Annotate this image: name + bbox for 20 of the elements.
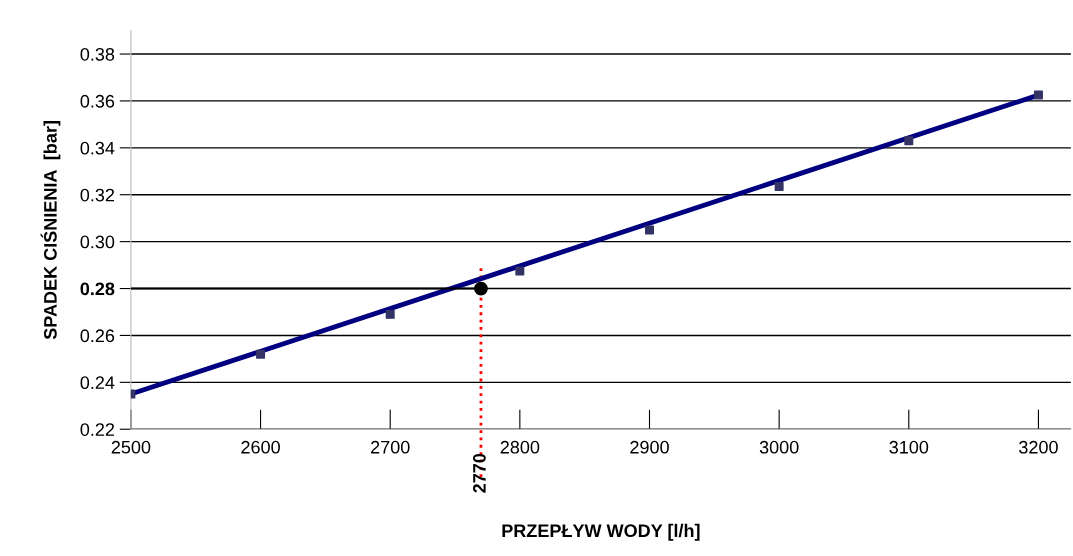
y-axis-title: SPADEK CIŚNIENIA [bar] [40,121,61,340]
x-tick-label: 3200 [1019,440,1058,454]
y-tick-label: 0.22 [80,423,115,436]
y-tick-label: 0.32 [80,188,115,202]
ref-line-label: 2770 [473,453,486,493]
y-tick-label: 0.34 [80,141,115,155]
y-tick-label: 0.38 [80,47,115,61]
x-axis-title: PRZEPŁYW WODY [l/h] [502,523,700,541]
y-tick-label: 0.24 [80,376,115,390]
y-tick-label: 0.26 [80,329,115,343]
x-tick-label: 3000 [759,440,799,454]
x-tick-label: 2700 [371,440,410,454]
x-tick-label: 3100 [889,440,929,454]
y-tick-label: 0.28 [80,282,115,296]
x-tick-label: 2500 [111,440,151,454]
x-tick-label: 2600 [241,440,280,454]
y-tick-label: 0.30 [80,235,115,249]
x-tick-label: 2900 [630,440,669,454]
y-tick-label: 0.36 [80,94,115,108]
x-tick-label: 2800 [500,440,540,454]
